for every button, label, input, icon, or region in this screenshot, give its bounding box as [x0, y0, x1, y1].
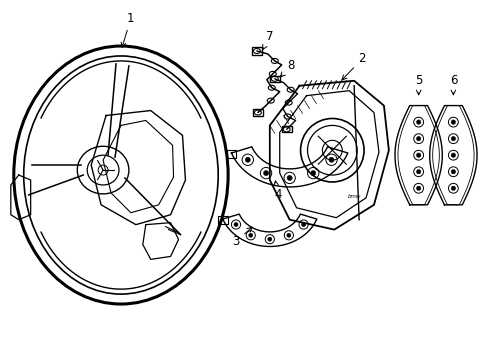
- Ellipse shape: [233, 222, 238, 226]
- Text: 7: 7: [262, 30, 273, 50]
- Ellipse shape: [416, 153, 420, 157]
- Text: 2: 2: [341, 53, 365, 80]
- Ellipse shape: [286, 175, 292, 180]
- Text: bmw: bmw: [347, 194, 360, 199]
- Text: 8: 8: [280, 59, 294, 77]
- Ellipse shape: [301, 222, 305, 226]
- Text: 5: 5: [414, 74, 422, 95]
- Ellipse shape: [450, 136, 455, 141]
- Text: 1: 1: [121, 12, 134, 47]
- Text: 6: 6: [448, 74, 456, 95]
- Ellipse shape: [286, 233, 290, 237]
- Text: 4: 4: [273, 181, 281, 201]
- Ellipse shape: [263, 171, 268, 176]
- Ellipse shape: [328, 157, 333, 162]
- Ellipse shape: [267, 237, 271, 241]
- Ellipse shape: [416, 120, 420, 124]
- Ellipse shape: [244, 157, 250, 162]
- Ellipse shape: [450, 120, 455, 124]
- Ellipse shape: [416, 186, 420, 190]
- Ellipse shape: [416, 170, 420, 174]
- Ellipse shape: [416, 136, 420, 141]
- Ellipse shape: [450, 186, 455, 190]
- Ellipse shape: [248, 233, 252, 237]
- Ellipse shape: [310, 171, 315, 176]
- Ellipse shape: [450, 170, 455, 174]
- Text: 3: 3: [232, 227, 251, 248]
- Ellipse shape: [450, 153, 455, 157]
